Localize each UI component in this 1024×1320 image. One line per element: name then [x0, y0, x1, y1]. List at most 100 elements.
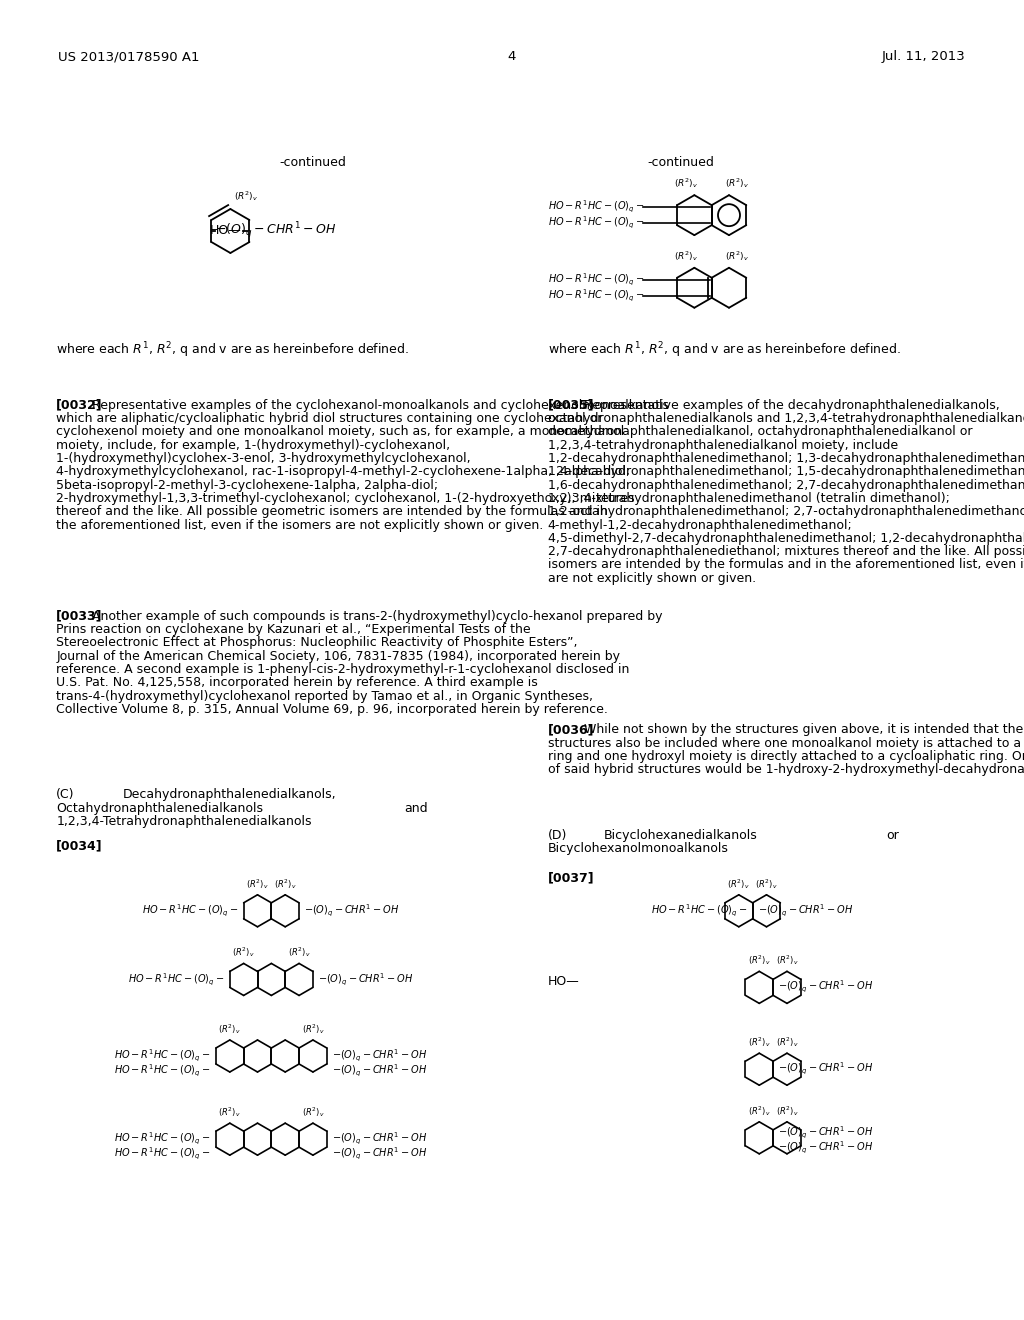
Text: $(R^2)_v$: $(R^2)_v$ [725, 177, 750, 190]
Text: $(R^2)_v$: $(R^2)_v$ [302, 1022, 325, 1036]
Text: $(R^2)_v$: $(R^2)_v$ [302, 1105, 325, 1119]
Text: 2,7-decahydronaphthalenediethanol; mixtures thereof and the like. All possible g: 2,7-decahydronaphthalenediethanol; mixtu… [548, 545, 1024, 558]
Text: 4-methyl-1,2-decahydronaphthalenedimethanol;: 4-methyl-1,2-decahydronaphthalenedimetha… [548, 519, 853, 532]
Text: 4: 4 [508, 50, 516, 63]
Text: Representative examples of the decahydronaphthalenedialkanols,: Representative examples of the decahydro… [584, 399, 999, 412]
Text: 1-(hydroxymethyl)cyclohex-3-enol, 3-hydroxymethylcyclohexanol,: 1-(hydroxymethyl)cyclohex-3-enol, 3-hydr… [56, 451, 471, 465]
Text: Collective Volume 8, p. 315, Annual Volume 69, p. 96, incorporated herein by ref: Collective Volume 8, p. 315, Annual Volu… [56, 704, 608, 715]
Text: where each $R^1$, $R^2$, q and v are as hereinbefore defined.: where each $R^1$, $R^2$, q and v are as … [548, 341, 901, 360]
Text: (C): (C) [56, 788, 75, 801]
Text: (D): (D) [548, 829, 567, 842]
Text: or: or [886, 829, 898, 842]
Text: decahydronaphthalenedialkanol, octahydronaphthalenedialkanol or: decahydronaphthalenedialkanol, octahydro… [548, 425, 973, 438]
Text: Another example of such compounds is trans-2-(hydroxymethyl)cyclo-hexanol prepar: Another example of such compounds is tra… [92, 610, 663, 623]
Text: ring and one hydroxyl moiety is directly attached to a cycloaliphatic ring. One : ring and one hydroxyl moiety is directly… [548, 750, 1024, 763]
Text: Prins reaction on cyclohexane by Kazunari et al., “Experimental Tests of the: Prins reaction on cyclohexane by Kazunar… [56, 623, 531, 636]
Text: 2-hydroxymethyl-1,3,3-trimethyl-cyclohexanol; cyclohexanol, 1-(2-hydroxyethoxy);: 2-hydroxymethyl-1,3,3-trimethyl-cyclohex… [56, 492, 635, 504]
Text: of said hybrid structures would be 1-hydroxy-2-hydroxymethyl-decahydronaphthalen: of said hybrid structures would be 1-hyd… [548, 763, 1024, 776]
Text: HO—: HO— [210, 224, 242, 238]
Text: Representative examples of the cyclohexanol-monoalkanols and cyclohexenolmonoalk: Representative examples of the cyclohexa… [92, 399, 670, 412]
Text: $(R^2)_v$: $(R^2)_v$ [218, 1105, 241, 1119]
Text: $(R^2)_v$: $(R^2)_v$ [727, 876, 751, 891]
Text: structures also be included where one monoalkanol moiety is attached to a cycloa: structures also be included where one mo… [548, 737, 1024, 750]
Text: 1,6-decahydronaphthalenedimethanol; 2,7-decahydronaphthalenedimethanol;: 1,6-decahydronaphthalenedimethanol; 2,7-… [548, 479, 1024, 491]
Text: $(R^2)_v$: $(R^2)_v$ [748, 1035, 771, 1049]
Text: reference. A second example is 1-phenyl-cis-2-hydroxymethyl-r-1-cyclohexanol dis: reference. A second example is 1-phenyl-… [56, 663, 630, 676]
Text: Stereoelectronic Effect at Phosphorus: Nucleophilic Reactivity of Phosphite Este: Stereoelectronic Effect at Phosphorus: N… [56, 636, 578, 649]
Text: [0037]: [0037] [548, 871, 595, 884]
Text: Journal of the American Chemical Society, 106, 7831-7835 (1984), incorporated he: Journal of the American Chemical Society… [56, 649, 621, 663]
Text: $-(O)_q-CHR^1-OH$: $-(O)_q-CHR^1-OH$ [332, 1048, 427, 1064]
Text: the aforementioned list, even if the isomers are not explicitly shown or given.: the aforementioned list, even if the iso… [56, 519, 544, 532]
Text: $(R^2)_v$: $(R^2)_v$ [748, 953, 771, 968]
Text: $HO-R^1HC-(O)_q-$: $HO-R^1HC-(O)_q-$ [128, 972, 224, 987]
Text: $HO-R^1HC-(O)_q-$: $HO-R^1HC-(O)_q-$ [548, 272, 644, 288]
Text: $HO-R^1HC-(O)_q-$: $HO-R^1HC-(O)_q-$ [115, 1048, 211, 1064]
Text: moiety, include, for example, 1-(hydroxymethyl)-cyclohexanol,: moiety, include, for example, 1-(hydroxy… [56, 438, 451, 451]
Text: $HO-R^1HC-(O)_q-$: $HO-R^1HC-(O)_q-$ [548, 199, 644, 215]
Text: -continued: -continued [279, 156, 346, 169]
Text: are not explicitly shown or given.: are not explicitly shown or given. [548, 572, 756, 585]
Text: $(R^2)_v$: $(R^2)_v$ [755, 876, 778, 891]
Text: $-(O)_q-CHR^1-OH$: $-(O)_q-CHR^1-OH$ [318, 972, 414, 987]
Text: $(R^2)_v$: $(R^2)_v$ [775, 1104, 799, 1118]
Text: Bicyclohexanedialkanols: Bicyclohexanedialkanols [604, 829, 758, 842]
Text: 1,2,3,4-tetrahydronaphthalenedimethanol (tetralin dimethanol);: 1,2,3,4-tetrahydronaphthalenedimethanol … [548, 492, 949, 504]
Text: -continued: -continued [647, 156, 715, 169]
Text: While not shown by the structures given above, it is intended that the hybrid di: While not shown by the structures given … [584, 723, 1024, 737]
Text: $-(O)_q-CHR^1-OH$: $-(O)_q-CHR^1-OH$ [304, 903, 399, 919]
Text: $HO-R^1HC-(O)_q-$: $HO-R^1HC-(O)_q-$ [651, 903, 748, 919]
Text: $-(O)_q-CHR^1-OH$: $-(O)_q-CHR^1-OH$ [758, 903, 853, 919]
Text: Jul. 11, 2013: Jul. 11, 2013 [882, 50, 966, 63]
Text: $-(O)_q-CHR^1-OH$: $-(O)_q-CHR^1-OH$ [332, 1063, 427, 1080]
Text: $(R^2)_v$: $(R^2)_v$ [775, 1035, 799, 1049]
Text: $HO-R^1HC-(O)_q-$: $HO-R^1HC-(O)_q-$ [548, 215, 644, 231]
Text: where each $R^1$, $R^2$, q and v are as hereinbefore defined.: where each $R^1$, $R^2$, q and v are as … [56, 341, 410, 360]
Text: [0032]: [0032] [56, 399, 103, 412]
Text: 5beta-isopropyl-2-methyl-3-cyclohexene-1alpha, 2alpha-diol;: 5beta-isopropyl-2-methyl-3-cyclohexene-1… [56, 479, 438, 491]
Text: $(R^2)_v$: $(R^2)_v$ [232, 945, 255, 960]
Text: $HO-R^1HC-(O)_q-$: $HO-R^1HC-(O)_q-$ [548, 288, 644, 304]
Text: $-(O)_q-CHR^1-OH$: $-(O)_q-CHR^1-OH$ [778, 1061, 873, 1077]
Text: $(R^2)_v$: $(R^2)_v$ [234, 189, 258, 203]
Text: $(R^2)_v$: $(R^2)_v$ [775, 953, 799, 968]
Text: $-(O)_q-CHR^1-OH$: $-(O)_q-CHR^1-OH$ [332, 1131, 427, 1147]
Text: $HO-R^1HC-(O)_q-$: $HO-R^1HC-(O)_q-$ [115, 1063, 211, 1080]
Text: $-(O)_q-CHR^1-OH$: $-(O)_q-CHR^1-OH$ [332, 1146, 427, 1162]
Text: cyclohexenol moiety and one monoalkanol moiety, such as, for example, a monometh: cyclohexenol moiety and one monoalkanol … [56, 425, 625, 438]
Text: $HO-R^1HC-(O)_q-$: $HO-R^1HC-(O)_q-$ [142, 903, 239, 919]
Text: $(R^2)_v$: $(R^2)_v$ [748, 1104, 771, 1118]
Text: 4,5-dimethyl-2,7-decahydronaphthalenedimethanol; 1,2-decahydronaphthalenediethan: 4,5-dimethyl-2,7-decahydronaphthalenedim… [548, 532, 1024, 545]
Text: 1,4-decahydronaphthalenedimethanol; 1,5-decahydronaphthalenedimethanol;: 1,4-decahydronaphthalenedimethanol; 1,5-… [548, 465, 1024, 478]
Text: 1,2,3,4-Tetrahydronaphthalenedialkanols: 1,2,3,4-Tetrahydronaphthalenedialkanols [56, 814, 312, 828]
Text: and: and [404, 801, 428, 814]
Text: HO—: HO— [548, 975, 580, 987]
Text: octahydronaphthalenedialkanols and 1,2,3,4-tetrahydronaphthalenedialkanols conta: octahydronaphthalenedialkanols and 1,2,3… [548, 412, 1024, 425]
Text: [0036]: [0036] [548, 723, 594, 737]
Text: [0034]: [0034] [56, 840, 103, 853]
Text: Decahydronaphthalenedialkanols,: Decahydronaphthalenedialkanols, [123, 788, 337, 801]
Text: $-(O)_q-CHR^1-OH$: $-(O)_q-CHR^1-OH$ [778, 979, 873, 995]
Text: $(R^2)_v$: $(R^2)_v$ [674, 177, 698, 190]
Text: Octahydronaphthalenedialkanols: Octahydronaphthalenedialkanols [56, 801, 263, 814]
Text: Bicyclohexanolmonoalkanols: Bicyclohexanolmonoalkanols [548, 842, 729, 855]
Text: $HO-R^1HC-(O)_q-$: $HO-R^1HC-(O)_q-$ [115, 1146, 211, 1162]
Text: $-(O)_q-CHR^1-OH$: $-(O)_q-CHR^1-OH$ [778, 1139, 873, 1156]
Text: [0035]: [0035] [548, 399, 595, 412]
Text: U.S. Pat. No. 4,125,558, incorporated herein by reference. A third example is: U.S. Pat. No. 4,125,558, incorporated he… [56, 676, 538, 689]
Text: $(R^2)_v$: $(R^2)_v$ [725, 249, 750, 263]
Text: US 2013/0178590 A1: US 2013/0178590 A1 [58, 50, 200, 63]
Text: $HO-R^1HC-(O)_q-$: $HO-R^1HC-(O)_q-$ [115, 1131, 211, 1147]
Text: 1,2-octahydronaphthalenedimethanol; 2,7-octahydronaphthalenedimethanol;: 1,2-octahydronaphthalenedimethanol; 2,7-… [548, 506, 1024, 519]
Text: trans-4-(hydroxymethyl)cyclohexanol reported by Tamao et al., in Organic Synthes: trans-4-(hydroxymethyl)cyclohexanol repo… [56, 690, 593, 702]
Text: [0033]: [0033] [56, 610, 102, 623]
Text: $-(O)_q-CHR^1-OH$: $-(O)_q-CHR^1-OH$ [778, 1125, 873, 1140]
Text: $(R^2)_v$: $(R^2)_v$ [273, 876, 297, 891]
Text: $(R^2)_v$: $(R^2)_v$ [218, 1022, 241, 1036]
Text: which are aliphatic/cycloaliphatic hybrid diol structures containing one cyclohe: which are aliphatic/cycloaliphatic hybri… [56, 412, 603, 425]
Text: $(R^2)_v$: $(R^2)_v$ [246, 876, 269, 891]
Text: isomers are intended by the formulas and in the aforementioned list, even if the: isomers are intended by the formulas and… [548, 558, 1024, 572]
Text: 1,2,3,4-tetrahydronaphthalenedialkanol moiety, include: 1,2,3,4-tetrahydronaphthalenedialkanol m… [548, 438, 898, 451]
Text: $(R^2)_v$: $(R^2)_v$ [674, 249, 698, 263]
Text: 1,2-decahydronaphthalenedimethanol; 1,3-decahydronaphthalenedimethanol;: 1,2-decahydronaphthalenedimethanol; 1,3-… [548, 451, 1024, 465]
